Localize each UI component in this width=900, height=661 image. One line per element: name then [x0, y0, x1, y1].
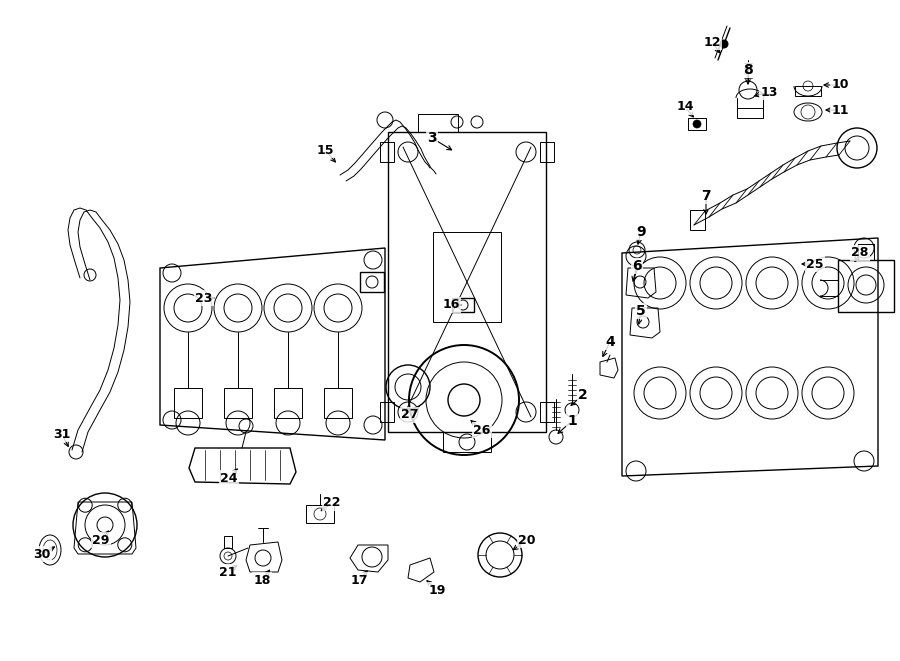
Text: 24: 24 [220, 471, 238, 485]
Bar [380, 402, 394, 422]
Text: 31: 31 [53, 428, 71, 440]
Bar [418, 114, 458, 132]
Circle shape [720, 40, 728, 48]
Text: 28: 28 [851, 247, 868, 260]
Text: 18: 18 [253, 574, 271, 586]
Text: 12: 12 [703, 36, 721, 48]
Circle shape [693, 120, 701, 128]
Text: 2: 2 [578, 388, 588, 402]
Bar [274, 388, 302, 418]
Text: 30: 30 [33, 547, 50, 561]
Text: 21: 21 [220, 566, 237, 578]
Text: 17: 17 [350, 574, 368, 586]
Bar [737, 108, 763, 118]
Bar [795, 86, 821, 96]
Text: 26: 26 [473, 424, 491, 436]
Text: 11: 11 [832, 104, 849, 116]
Text: 15: 15 [316, 143, 334, 157]
Text: 13: 13 [760, 85, 778, 98]
Bar [360, 272, 384, 292]
Text: 19: 19 [428, 584, 446, 596]
Bar [433, 232, 501, 322]
Bar [838, 260, 894, 312]
Text: 4: 4 [605, 335, 615, 349]
Text: 22: 22 [323, 496, 341, 510]
Bar [388, 132, 546, 432]
Text: 27: 27 [401, 408, 419, 422]
Text: 14: 14 [676, 100, 694, 114]
Text: 9: 9 [636, 225, 646, 239]
Text: 25: 25 [806, 258, 824, 270]
Bar [224, 388, 252, 418]
Text: 6: 6 [632, 259, 642, 273]
Text: 5: 5 [636, 304, 646, 318]
Bar [540, 402, 554, 422]
Bar [224, 536, 232, 548]
Bar [452, 298, 474, 312]
Bar [688, 118, 706, 130]
Text: 20: 20 [518, 533, 536, 547]
Text: 23: 23 [195, 292, 212, 305]
Text: 16: 16 [442, 299, 460, 311]
Bar [306, 505, 334, 523]
Bar [690, 210, 705, 230]
Text: 3: 3 [428, 131, 436, 145]
Text: 8: 8 [743, 63, 753, 77]
Text: 7: 7 [701, 189, 711, 203]
Text: 29: 29 [93, 533, 110, 547]
Bar [380, 142, 394, 162]
Bar [540, 142, 554, 162]
Bar [443, 432, 491, 452]
Bar [174, 388, 202, 418]
Bar [324, 388, 352, 418]
Text: 10: 10 [832, 79, 849, 91]
Text: 1: 1 [567, 414, 577, 428]
